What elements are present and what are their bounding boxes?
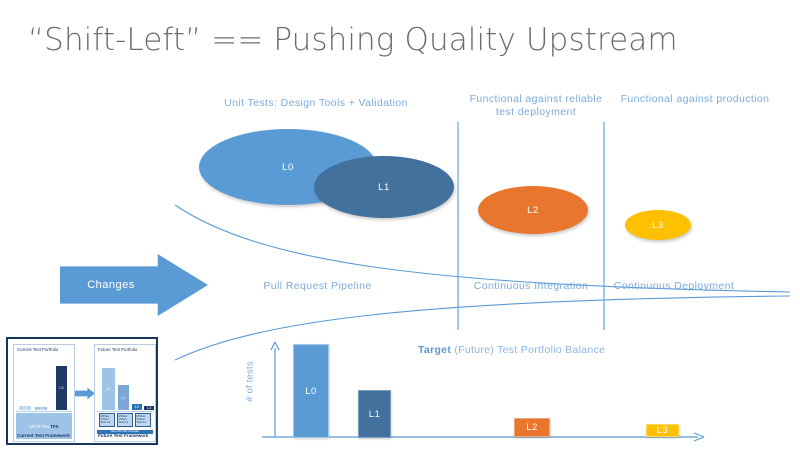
chart-y-axis-label: # of tests: [244, 361, 256, 402]
inset-current-bar-2: L1/0: [35, 406, 47, 411]
inset-future-bar-l0: L0: [102, 368, 115, 410]
inset-current-bar-1-label: L3: [23, 406, 27, 410]
chart-bar-l0: L0: [293, 344, 329, 438]
stage-label-continuous-integration: Continuous Integration: [473, 280, 589, 292]
inset-current-bar-2-label: L1/0: [37, 406, 45, 411]
funnel-curve-top: [174, 204, 791, 293]
inset-future-tile-2: MSTest VSTest Tools L1: [117, 413, 133, 427]
inset-future-framework-bar: New VSS Test Controller: [97, 430, 153, 434]
bubble-l2: L2: [478, 186, 588, 234]
inset-current-bar-3: L3: [56, 366, 67, 410]
chart-bar-l0-label: L0: [305, 385, 317, 397]
inset-future-framework-caption: Future Test Framework: [98, 433, 149, 438]
chart-y-axis-arrowhead: [270, 341, 280, 351]
funnel-curve-bottom: [174, 295, 791, 361]
inset-future-tile-3: MSTest VSTest Tools L2: [135, 413, 151, 427]
inset-future-bar-l3: L3: [144, 406, 154, 410]
inset-future-tile-1: MSTest VSTest Tools L0: [99, 413, 115, 427]
bubble-l0-label: L0: [282, 161, 294, 173]
inset-current-bar-1: L3: [19, 406, 31, 410]
chart-bar-l1: L1: [358, 390, 391, 438]
inset-current-bar-3-label: L3: [59, 386, 64, 390]
column-header-functional-reliable: Functional against reliable test deploym…: [469, 93, 603, 118]
inset-panel-future: Future Test Portfolio L0 L1 L2 L3 MSTest…: [94, 344, 156, 442]
page-title: “Shift-Left” == Pushing Quality Upstream: [28, 22, 678, 58]
bubble-l1: L1: [314, 156, 454, 218]
chart-title-strong: Target: [418, 344, 452, 356]
stage-label-continuous-deployment: Continuous Deployment: [613, 280, 735, 292]
inset-transition-arrow: [75, 387, 95, 400]
chart-bar-l2-label: L2: [526, 422, 538, 433]
changes-arrow: Changes: [60, 254, 208, 316]
chart-x-axis-arrowhead: [693, 432, 705, 442]
inset-future-bar-l2: L2: [132, 404, 142, 410]
inset-future-framework-zone: MSTest VSTest Tools L0 MSTest VSTest Too…: [97, 413, 153, 439]
changes-arrow-label: Changes: [87, 279, 135, 291]
inset-future-chart: L0 L1 L2 L3: [97, 359, 154, 412]
column-header-functional-production: Functional against production: [620, 93, 770, 105]
inset-future-bar-l1-label: L1: [121, 395, 126, 400]
inset-future-title: Future Test Portfolio: [98, 347, 138, 352]
inset-panel-current: Current Test Portfolio L3 L1/0 L3 MSTFTe…: [13, 344, 75, 442]
inset-current-framework-caption: Current Test Framework: [17, 433, 70, 438]
chart-title-rest: (Future) Test Portfolio Balance: [451, 344, 606, 356]
inset-current-framework-zone: MSTFTest TFA: [16, 413, 72, 439]
inset-future-bar-l1: L1: [118, 385, 129, 410]
inset-current-title: Current Test Portfolio: [17, 347, 59, 352]
inset-current-chart: L3 L1/0 L3: [16, 359, 72, 412]
inset-current-framework-text-bold: TFA: [50, 423, 59, 429]
stage-label-pull-request: Pull Request Pipeline: [263, 280, 372, 292]
inset-future-bar-l3-label: L3: [147, 406, 151, 410]
bubble-l2-label: L2: [527, 204, 539, 216]
inset-future-bar-l0-label: L0: [106, 387, 111, 391]
chart-bar-l2: L2: [514, 418, 550, 437]
bubble-l1-label: L1: [378, 181, 390, 193]
inset-current-framework-text: MSTFTest: [29, 423, 51, 429]
bubble-l3: L3: [625, 210, 691, 240]
inset-future-bar-l2-label: L2: [135, 405, 139, 409]
chart-bar-l3: L3: [646, 424, 679, 437]
inset-current-framework-box: MSTFTest TFA: [16, 413, 72, 439]
chart-title: Target (Future) Test Portfolio Balance: [418, 344, 605, 356]
inset-right-arrow-icon: [75, 387, 95, 400]
bubble-l3-label: L3: [652, 219, 664, 231]
column-header-unit-tests: Unit Tests: Design Tools + Validation: [224, 97, 408, 109]
chart-bar-l1-label: L1: [368, 408, 381, 420]
inset-thumbnail[interactable]: Current Test Portfolio L3 L1/0 L3 MSTFTe…: [6, 337, 158, 445]
chart-bar-l3-label: L3: [656, 425, 669, 436]
